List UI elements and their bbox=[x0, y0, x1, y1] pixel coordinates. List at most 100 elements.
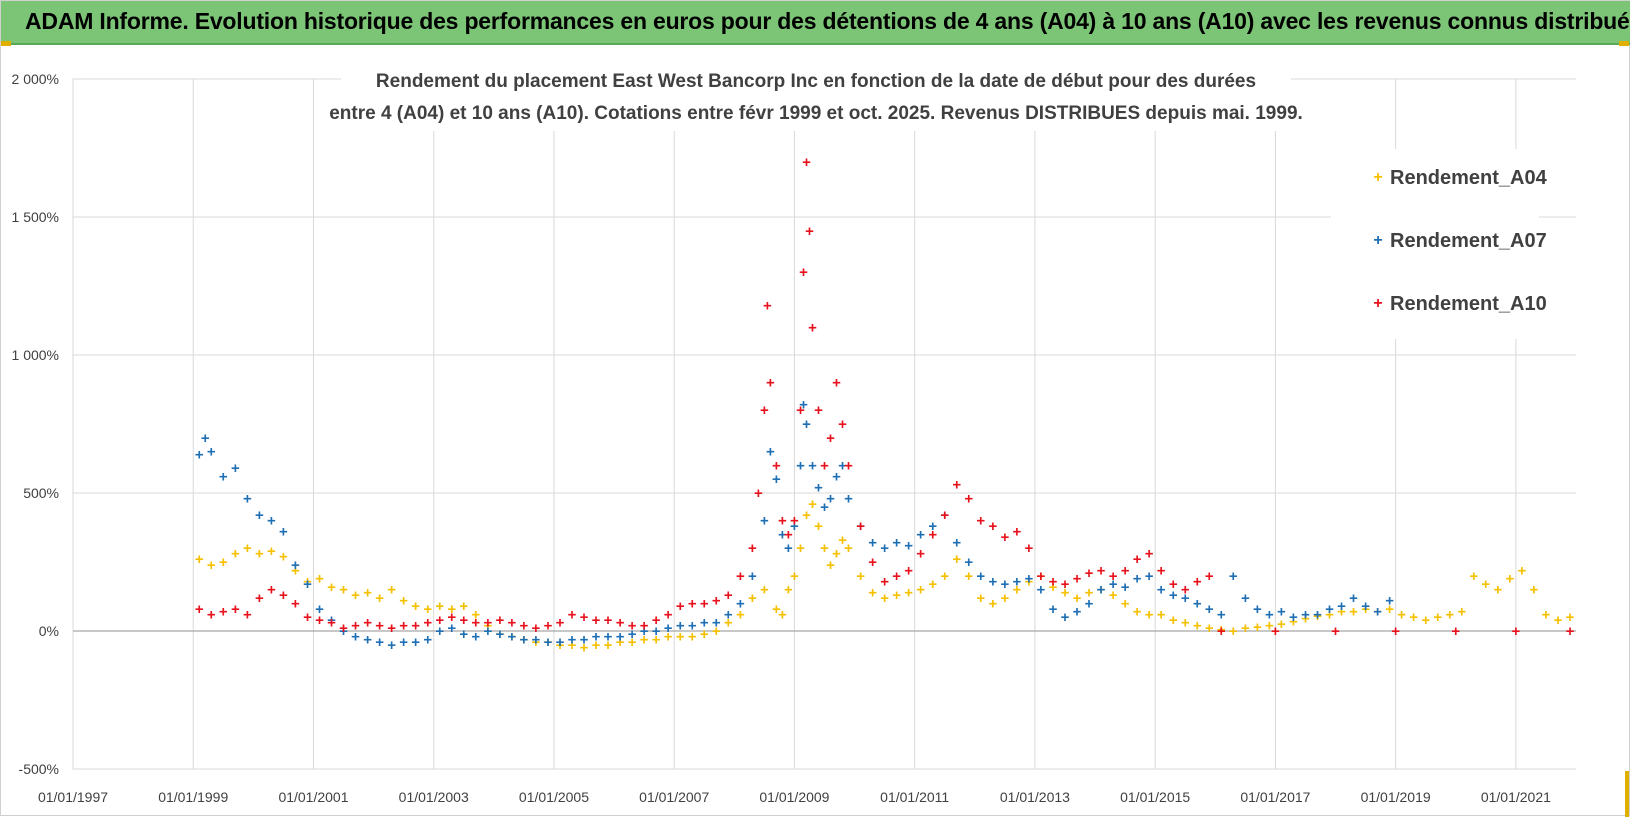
point-a04: + bbox=[1433, 609, 1442, 626]
point-a04: + bbox=[1409, 609, 1418, 626]
point-a07: + bbox=[483, 623, 492, 640]
point-a04: + bbox=[880, 590, 889, 607]
point-a07: + bbox=[766, 444, 775, 461]
chart-title-line-1: Rendement du placement East West Bancorp… bbox=[376, 71, 1256, 92]
point-a07: + bbox=[880, 540, 889, 557]
point-a07: + bbox=[1349, 590, 1358, 607]
point-a07: + bbox=[1145, 568, 1154, 585]
point-a04: + bbox=[1457, 604, 1466, 621]
point-a10: + bbox=[411, 617, 420, 634]
point-a07: + bbox=[1277, 604, 1286, 621]
point-a07: + bbox=[363, 631, 372, 648]
point-a10: + bbox=[1073, 571, 1082, 588]
point-a10: + bbox=[1193, 573, 1202, 590]
point-a10: + bbox=[814, 402, 823, 419]
point-a07: + bbox=[676, 617, 685, 634]
point-a10: + bbox=[805, 223, 814, 240]
point-a04: + bbox=[802, 507, 811, 524]
point-a04: + bbox=[1037, 568, 1046, 585]
point-a04: + bbox=[778, 606, 787, 623]
point-a07: + bbox=[315, 601, 324, 618]
point-a10: + bbox=[1157, 562, 1166, 579]
point-a10: + bbox=[1097, 562, 1106, 579]
point-a10: + bbox=[1121, 562, 1130, 579]
chart-title-box bbox=[341, 65, 1291, 131]
y-tick-label: 500% bbox=[23, 485, 59, 501]
point-a10: + bbox=[363, 615, 372, 632]
point-a04: + bbox=[814, 518, 823, 535]
x-tick-label: 01/01/2019 bbox=[1361, 789, 1431, 805]
point-a04: + bbox=[1253, 619, 1262, 636]
point-a10: + bbox=[880, 573, 889, 590]
legend-label-a10: Rendement_A10 bbox=[1390, 293, 1547, 315]
point-a04: + bbox=[1013, 582, 1022, 599]
point-a04: + bbox=[832, 546, 841, 563]
point-a04: + bbox=[1049, 579, 1058, 596]
point-a04: + bbox=[604, 637, 613, 654]
point-a10: + bbox=[988, 518, 997, 535]
point-a10: + bbox=[1566, 623, 1575, 640]
x-tick-label: 01/01/2013 bbox=[1000, 789, 1070, 805]
point-a04: + bbox=[363, 584, 372, 601]
point-a10: + bbox=[291, 595, 300, 612]
point-a04: + bbox=[1301, 611, 1310, 628]
point-a07: + bbox=[219, 468, 228, 485]
series-a04: + + + + + + + +++ + + + + + + ++ + + + + + ++ + + + + + + + + + + + + + + +… bbox=[195, 496, 1575, 657]
report-title: ADAM Informe. Evolution historique des p… bbox=[25, 8, 1630, 34]
point-a04: + bbox=[928, 576, 937, 593]
x-tick-label: 01/01/2007 bbox=[639, 789, 709, 805]
point-a10: + bbox=[1391, 623, 1400, 640]
legend-marker-a10: + bbox=[1373, 295, 1382, 312]
point-a04: + bbox=[592, 637, 601, 654]
legend-label-a07: Rendement_A07 bbox=[1390, 230, 1547, 252]
point-a10: + bbox=[568, 606, 577, 623]
legend-item-a10: + Rendement_A10 bbox=[1373, 293, 1546, 315]
point-a07: + bbox=[700, 615, 709, 632]
point-a04: + bbox=[399, 593, 408, 610]
point-a10: + bbox=[207, 606, 216, 623]
point-a10: + bbox=[724, 587, 733, 604]
point-a10: + bbox=[856, 518, 865, 535]
point-a04: + bbox=[1530, 582, 1539, 599]
point-a04: + bbox=[520, 631, 529, 648]
point-a10: + bbox=[243, 606, 252, 623]
point-a04: + bbox=[195, 551, 204, 568]
point-a04: + bbox=[1337, 604, 1346, 621]
point-a10: + bbox=[826, 430, 835, 447]
point-a04: + bbox=[1445, 606, 1454, 623]
point-a07: + bbox=[435, 623, 444, 640]
point-a07: + bbox=[790, 518, 799, 535]
point-a04: + bbox=[532, 634, 541, 651]
point-a10: + bbox=[796, 402, 805, 419]
point-a07: + bbox=[327, 612, 336, 629]
legend-label-a04: Rendement_A04 bbox=[1390, 167, 1548, 189]
point-a04: + bbox=[1217, 622, 1226, 639]
point-a10: + bbox=[1451, 623, 1460, 640]
point-a04: + bbox=[207, 557, 216, 574]
frame-edge-right bbox=[1625, 771, 1629, 817]
point-a04: + bbox=[315, 571, 324, 588]
point-a04: + bbox=[1169, 612, 1178, 629]
report-banner: ADAM Informe. Evolution historique des p… bbox=[1, 1, 1630, 45]
point-a07: + bbox=[568, 631, 577, 648]
point-a04: + bbox=[1518, 562, 1527, 579]
point-a04: + bbox=[724, 615, 733, 632]
legend-item-a04: + Rendement_A04 bbox=[1373, 167, 1547, 189]
point-a04: + bbox=[495, 626, 504, 643]
point-a07: + bbox=[1229, 568, 1238, 585]
point-a07: + bbox=[1000, 576, 1009, 593]
point-a04: + bbox=[279, 548, 288, 565]
point-a04: + bbox=[1361, 601, 1370, 618]
point-a04: + bbox=[1157, 606, 1166, 623]
point-a04: + bbox=[1481, 576, 1490, 593]
point-a07: + bbox=[1385, 593, 1394, 610]
point-a07: + bbox=[844, 491, 853, 508]
point-a07: + bbox=[1313, 606, 1322, 623]
point-a07: + bbox=[411, 634, 420, 651]
point-a07: + bbox=[279, 524, 288, 541]
point-a10: + bbox=[868, 554, 877, 571]
chart-title-line-2: entre 4 (A04) et 10 ans (A10). Cotations… bbox=[329, 103, 1303, 124]
y-tick-label: 2 000% bbox=[12, 71, 59, 87]
point-a07: + bbox=[952, 535, 961, 552]
point-a07: + bbox=[928, 518, 937, 535]
